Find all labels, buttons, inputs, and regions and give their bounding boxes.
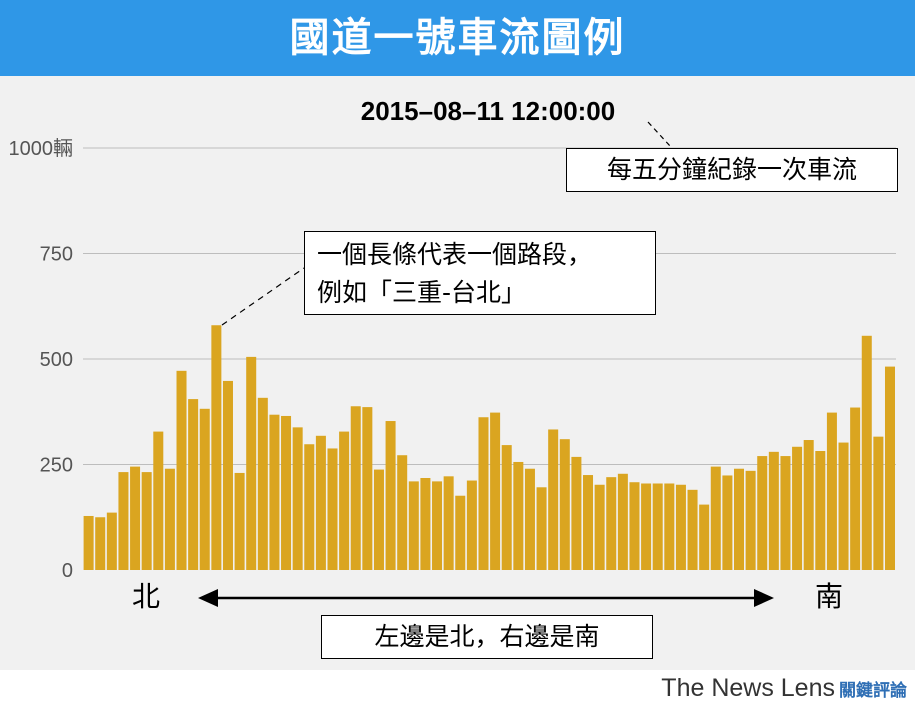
- bar: [838, 442, 849, 570]
- bar: [664, 483, 675, 570]
- bar: [106, 512, 117, 570]
- page-title: 國道一號車流圖例: [289, 15, 626, 61]
- bar: [327, 448, 338, 570]
- bar: [350, 406, 361, 570]
- bars: [83, 325, 895, 570]
- y-tick-label: 250: [40, 455, 73, 477]
- y-tick-label: 750: [40, 244, 73, 266]
- bar: [710, 466, 721, 570]
- bar-leader-line: [221, 267, 305, 326]
- bar: [362, 407, 373, 570]
- bar: [315, 435, 326, 570]
- bar: [826, 412, 837, 570]
- bar: [188, 399, 199, 570]
- bar: [269, 414, 280, 570]
- header-banner: 國道一號車流圖例: [0, 0, 915, 76]
- bar: [606, 477, 617, 570]
- bar: [478, 417, 489, 570]
- interval-note-box: 每五分鐘紀錄一次車流: [566, 148, 898, 192]
- bar: [292, 427, 303, 570]
- bar: [466, 480, 477, 570]
- bar: [803, 440, 814, 570]
- bar: [339, 431, 350, 570]
- bar: [443, 476, 454, 570]
- bar: [153, 431, 164, 570]
- title-leader-line: [647, 121, 671, 147]
- bar: [199, 408, 210, 570]
- bar: [432, 481, 443, 570]
- bar: [734, 468, 745, 570]
- direction-note-box: 左邊是北，右邊是南: [321, 615, 653, 659]
- bar: [408, 481, 419, 570]
- brand-logo: The News Lens 關鍵評論: [661, 674, 907, 703]
- footer: The News Lens 關鍵評論: [0, 670, 915, 707]
- north-label: 北: [132, 580, 160, 613]
- bar: [594, 484, 605, 570]
- brand-name: The News Lens: [661, 674, 835, 702]
- bar: [257, 397, 268, 570]
- bar: [652, 483, 663, 570]
- bar: [815, 451, 826, 570]
- bar-meaning-box: 一個長條代表一個路段， 例如「三重-台北」: [304, 231, 656, 315]
- bar: [884, 366, 895, 570]
- bar: [141, 472, 152, 570]
- bar: [629, 482, 640, 570]
- bar: [83, 515, 94, 570]
- bar: [373, 469, 384, 570]
- bar: [548, 429, 559, 570]
- y-tick-label: 1000輛: [9, 137, 74, 160]
- interval-note: 每五分鐘紀錄一次車流: [606, 155, 857, 184]
- bar: [745, 470, 756, 570]
- bar: [792, 446, 803, 570]
- y-tick-label: 0: [62, 560, 73, 582]
- bar-meaning-line2: 例如「三重-台北」: [317, 278, 527, 307]
- bar: [118, 472, 129, 570]
- bar: [490, 412, 501, 570]
- chart-title: 2015–08–11 12:00:00: [361, 96, 615, 126]
- y-axis-ticks: 0 250 500 750 1000輛: [9, 137, 74, 582]
- bar-meaning-line1: 一個長條代表一個路段，: [317, 240, 593, 269]
- bar: [699, 504, 710, 570]
- brand-name-cjk: 關鍵評論: [839, 681, 907, 701]
- bar: [873, 436, 884, 570]
- direction-note: 左邊是北，右邊是南: [374, 622, 600, 651]
- direction-arrow: [198, 589, 774, 607]
- bar: [397, 455, 408, 570]
- bar: [850, 407, 861, 570]
- bar: [211, 325, 222, 570]
- bar: [513, 461, 524, 570]
- bar: [757, 456, 768, 570]
- bar: [234, 472, 245, 570]
- bar: [617, 473, 628, 570]
- bar: [222, 380, 233, 570]
- bar: [455, 495, 466, 570]
- bar: [559, 439, 570, 570]
- bar: [130, 466, 141, 570]
- bar: [281, 415, 292, 570]
- bar: [583, 475, 594, 570]
- bar: [768, 451, 779, 570]
- bar: [501, 445, 512, 570]
- bar: [420, 478, 431, 570]
- bar: [524, 468, 535, 570]
- bar: [304, 444, 315, 570]
- bar: [571, 456, 582, 570]
- bar: [675, 484, 686, 570]
- bar: [861, 335, 872, 570]
- bar: [95, 517, 106, 570]
- bar: [164, 468, 175, 570]
- y-tick-label: 500: [40, 349, 73, 371]
- bar: [246, 356, 257, 570]
- south-label: 南: [815, 580, 843, 613]
- bar: [780, 456, 791, 570]
- bar: [385, 421, 396, 570]
- bar: [641, 483, 652, 570]
- bar: [176, 370, 187, 570]
- bar: [687, 489, 698, 570]
- bar: [536, 487, 547, 570]
- bar: [722, 475, 733, 570]
